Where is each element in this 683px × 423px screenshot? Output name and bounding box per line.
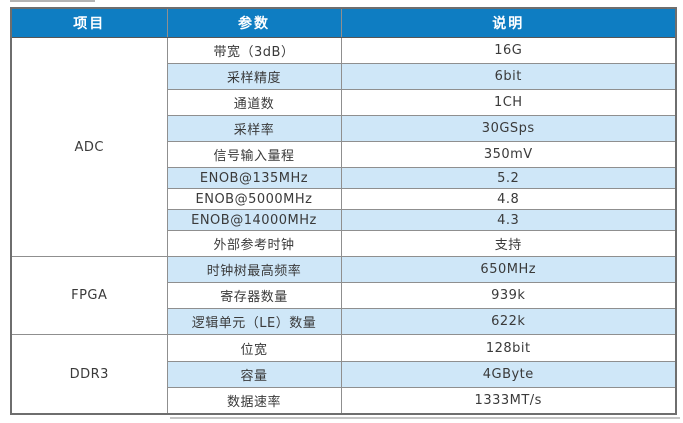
parameter-cell: 逻辑单元（LE）数量 <box>166 308 342 336</box>
parameter-cell: 通道数 <box>166 89 342 117</box>
parameter-cell: 数据速率 <box>166 386 342 415</box>
parameter-cell: 采样精度 <box>166 63 342 91</box>
value-cell: 5.2 <box>340 167 677 190</box>
parameter-cell: 时钟树最高频率 <box>166 256 342 284</box>
value-cell: 622k <box>340 308 677 336</box>
table-row: 逻辑单元（LE）数量 622k <box>11 308 677 336</box>
parameter-cell: ENOB@5000MHz <box>166 188 342 211</box>
parameter-cell: 寄存器数量 <box>166 282 342 310</box>
header-row: 项目 参数 说明 <box>10 8 677 38</box>
item-cell-fpga: FPGA <box>10 256 168 336</box>
value-cell: 350mV <box>340 141 677 169</box>
value-cell: 4GByte <box>340 360 677 388</box>
parameter-cell: 外部参考时钟 <box>166 230 342 258</box>
column-header-item: 项目 <box>10 8 168 38</box>
value-cell: 650MHz <box>340 256 677 284</box>
value-cell: 6bit <box>340 63 677 91</box>
value-cell: 4.3 <box>340 209 677 232</box>
parameter-cell: 容量 <box>166 360 342 388</box>
table-row: 外部参考时钟 支持 <box>11 230 677 258</box>
spec-table: 项目 参数 说明 ADC 带宽（3dB） 16G 采样精度 6bit 通道数 1CH 采样率 3… <box>10 7 677 415</box>
column-header-parameter: 参数 <box>166 8 342 38</box>
parameter-cell: ENOB@14000MHz <box>166 209 342 232</box>
table-header: 项目 参数 说明 <box>10 8 677 38</box>
parameter-cell: ENOB@135MHz <box>166 167 342 190</box>
table-row: 容量 4GByte <box>11 360 677 388</box>
value-cell: 支持 <box>340 230 677 258</box>
value-cell: 4.8 <box>340 188 677 211</box>
value-cell: 1CH <box>340 89 677 117</box>
table-row: ENOB@14000MHz 4.3 <box>11 209 677 232</box>
parameter-cell: 位宽 <box>166 334 342 362</box>
table-row: DDR3 位宽 128bit <box>10 334 677 415</box>
table-row: 采样率 30GSps <box>11 115 677 143</box>
parameter-cell: 采样率 <box>166 115 342 143</box>
scan-artifact-line-top <box>10 0 95 2</box>
table-row: ADC 带宽（3dB） 16G <box>10 36 677 258</box>
value-cell: 939k <box>340 282 677 310</box>
value-cell: 16G <box>340 36 677 65</box>
table-row: 信号输入量程 350mV <box>11 141 677 169</box>
table-body: ADC 带宽（3dB） 16G 采样精度 6bit 通道数 1CH 采样率 30GSps 信号输入… <box>10 36 677 415</box>
parameter-cell: 带宽（3dB） <box>166 36 342 65</box>
value-cell: 128bit <box>340 334 677 362</box>
value-cell: 30GSps <box>340 115 677 143</box>
item-cell-ddr3: DDR3 <box>10 334 168 415</box>
table-row: 数据速率 1333MT/s <box>11 386 677 415</box>
table-row: 采样精度 6bit <box>11 63 677 91</box>
column-header-description: 说明 <box>340 8 677 38</box>
parameter-cell: 信号输入量程 <box>166 141 342 169</box>
table-row: FPGA 时钟树最高频率 650MHz <box>10 256 677 336</box>
item-cell-adc: ADC <box>10 36 168 258</box>
value-cell: 1333MT/s <box>340 386 677 415</box>
scan-artifact-shadow-bottom <box>170 417 680 419</box>
